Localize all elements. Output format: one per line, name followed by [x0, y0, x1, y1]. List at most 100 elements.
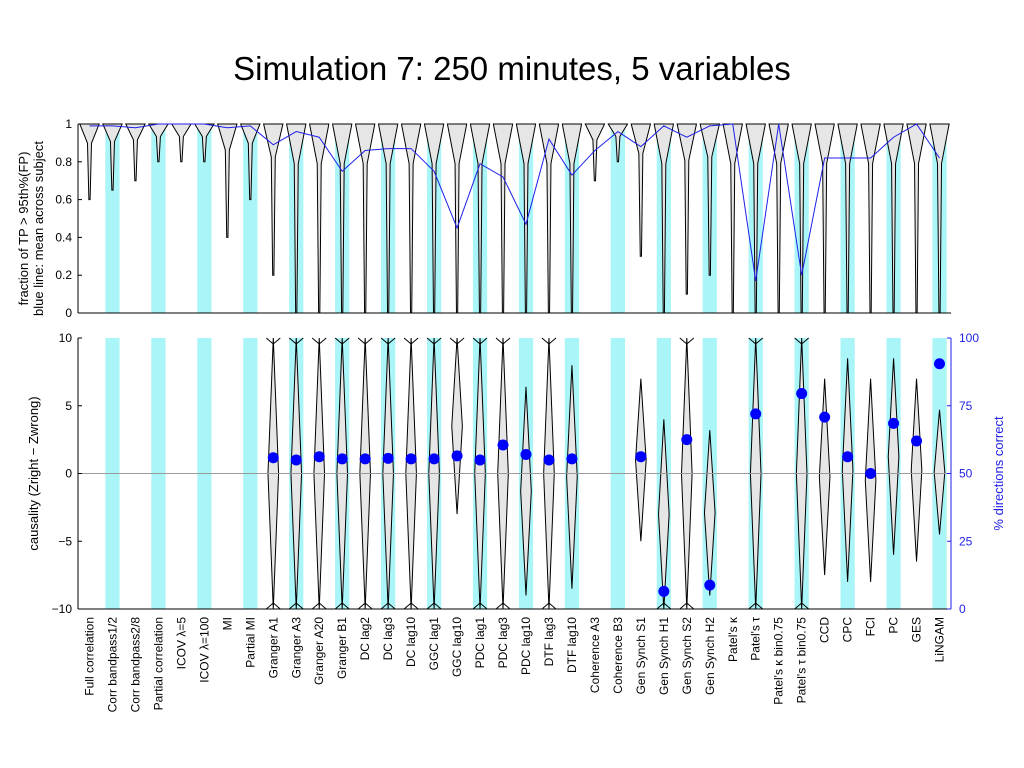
- percent-correct-marker: [405, 453, 417, 465]
- bottom-violin: [864, 378, 877, 582]
- category-label: Gen Synch H1: [657, 617, 671, 695]
- top-violin: [193, 123, 215, 163]
- violin-bottom-cap: [495, 602, 511, 610]
- violin-top-cap: [794, 337, 809, 345]
- violin-top-cap: [472, 337, 488, 345]
- right-y-tick-label: 100: [959, 331, 979, 345]
- violin-top-cap: [265, 337, 281, 345]
- violin-bottom-cap: [265, 602, 281, 610]
- percent-correct-marker: [681, 434, 693, 446]
- violin-top-cap: [403, 337, 419, 345]
- axes: [77, 123, 952, 610]
- violin-bottom-cap: [403, 602, 419, 610]
- top-y-axis-label: fraction of TP > 95th%(FP): [16, 152, 31, 306]
- violin-top-cap: [311, 337, 327, 345]
- top-shaded-band: [197, 124, 212, 313]
- top-panel-violins: [79, 123, 950, 314]
- top-violin: [676, 123, 698, 295]
- category-label: FCI: [864, 617, 878, 636]
- top-violin: [170, 123, 192, 163]
- right-y-tick-label: 25: [959, 534, 973, 548]
- top-y-tick-label: 0.8: [55, 155, 72, 169]
- percent-correct-marker: [865, 468, 877, 479]
- mean-across-subject-line: [89, 123, 940, 281]
- percent-correct-marker: [566, 453, 578, 465]
- right-y-tick-label: 0: [959, 602, 966, 616]
- category-label: Coherence B3: [611, 617, 625, 694]
- percent-correct-marker: [497, 439, 509, 451]
- category-label: Full correlation: [82, 617, 96, 696]
- violin-bottom-cap: [748, 602, 764, 610]
- category-label: GGC lag1: [427, 617, 441, 671]
- top-violin: [239, 123, 261, 201]
- bottom-y-tick-label: 10: [59, 331, 73, 345]
- category-label: Patel's τ: [749, 617, 763, 661]
- violin-bottom-cap: [679, 602, 695, 610]
- category-label: Granger A20: [312, 617, 326, 685]
- percent-correct-markers: [267, 358, 946, 597]
- right-y-tick-label: 50: [959, 467, 973, 481]
- bottom-violin: [818, 378, 831, 576]
- top-violin: [400, 123, 422, 314]
- violin-bottom-cap: [311, 602, 327, 610]
- top-violin: [722, 123, 744, 314]
- top-y-axis-label-2: blue line: mean across subject: [31, 141, 46, 316]
- bottom-y-tick-label: −10: [52, 602, 73, 616]
- top-violin: [79, 123, 100, 201]
- top-violin: [768, 123, 789, 314]
- bottom-violin: [451, 337, 463, 515]
- violin-top-cap: [495, 337, 511, 345]
- category-label: GES: [910, 617, 924, 642]
- violin-bottom-cap: [541, 602, 557, 610]
- category-label: Patel's κ: [726, 616, 740, 662]
- slide-title: Simulation 7: 250 minutes, 5 variables: [233, 50, 791, 87]
- top-violin: [630, 123, 652, 257]
- top-violin: [102, 123, 123, 191]
- top-violin: [446, 123, 468, 314]
- top-y-tick-label: 0: [65, 306, 72, 320]
- category-label: Patel's κ bin0.75: [772, 617, 786, 705]
- category-label: LiNGAM: [933, 617, 947, 662]
- category-label: CCD: [818, 617, 832, 643]
- violin-bottom-cap: [656, 602, 672, 610]
- category-label: DC lag10: [404, 617, 418, 667]
- top-shaded-band: [243, 124, 258, 313]
- top-violin: [492, 123, 514, 314]
- bottom-violin: [703, 430, 716, 596]
- top-violin: [124, 123, 146, 182]
- percent-correct-marker: [543, 454, 555, 466]
- violin-bottom-cap: [380, 602, 396, 610]
- right-y-axis-label: % directions correct: [991, 416, 1006, 531]
- bottom-violin: [841, 358, 854, 582]
- percent-correct-marker: [359, 453, 371, 465]
- violin-top-cap: [679, 337, 695, 345]
- category-label: DTF lag10: [565, 617, 579, 673]
- percent-correct-marker: [382, 452, 394, 464]
- violin-bottom-cap: [357, 602, 373, 610]
- top-violin: [607, 123, 629, 163]
- top-y-tick-label: 0.4: [55, 230, 72, 244]
- category-label: ICOV λ=100: [197, 617, 211, 683]
- category-label: Patel's τ bin0.75: [795, 617, 809, 704]
- category-label: Gen Synch S1: [634, 617, 648, 695]
- category-label: Coherence A3: [588, 617, 602, 693]
- category-label: DC lag3: [381, 617, 395, 661]
- bottom-violin: [566, 365, 578, 589]
- bottom-y-axis-label: causality (Zright − Zwrong): [26, 396, 41, 550]
- percent-correct-marker: [658, 585, 670, 597]
- right-y-tick-label: 75: [959, 399, 973, 413]
- percent-correct-marker: [520, 449, 532, 461]
- category-label: PC: [887, 617, 901, 634]
- category-label: PDC lag1: [473, 617, 487, 669]
- category-label: DC lag2: [358, 617, 372, 661]
- category-label: Partial correlation: [151, 617, 165, 710]
- percent-correct-marker: [911, 435, 923, 447]
- percent-correct-marker: [888, 417, 900, 429]
- category-label: Corr bandpass1/2: [105, 617, 119, 713]
- top-y-tick-label: 0.2: [55, 268, 72, 282]
- violin-top-cap: [426, 337, 442, 345]
- percent-correct-marker: [474, 454, 486, 466]
- percent-correct-marker: [313, 451, 325, 463]
- top-violin: [217, 123, 238, 238]
